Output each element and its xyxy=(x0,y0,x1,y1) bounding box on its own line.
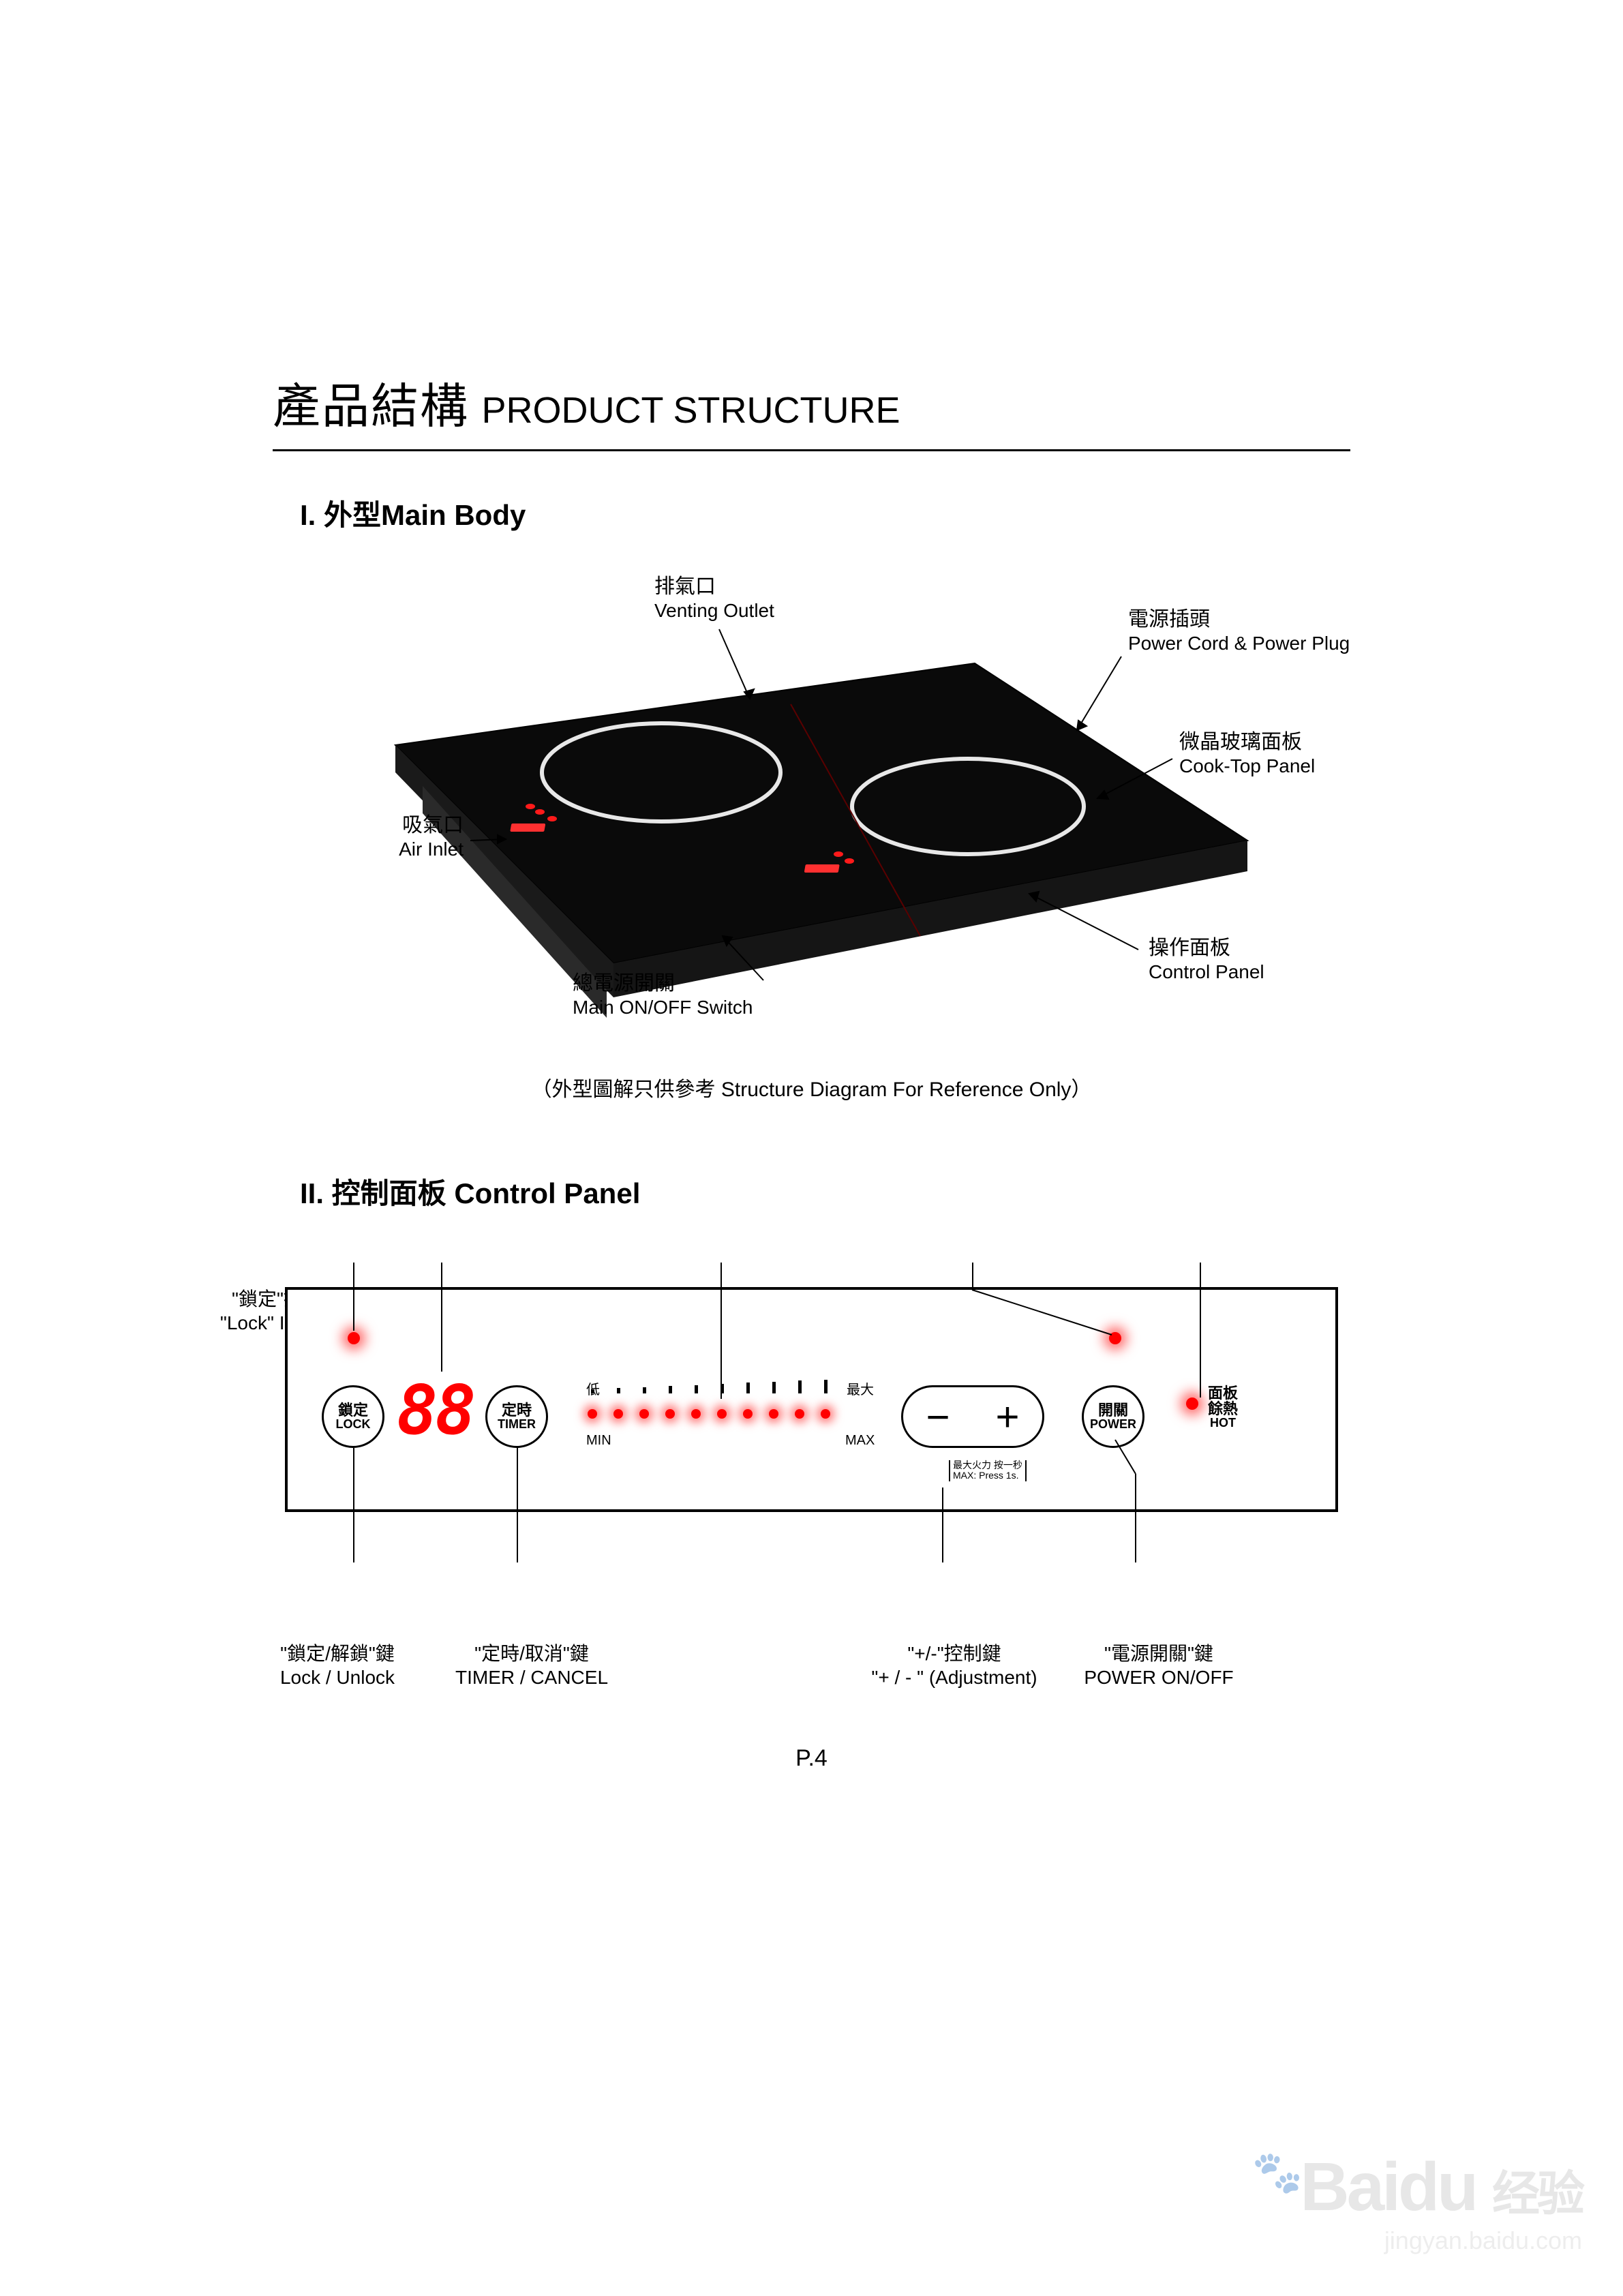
leader xyxy=(721,1263,722,1399)
scale-max-cn: 最大 xyxy=(847,1378,874,1398)
callout-power-key: "電源開關"鍵POWER ON/OFF xyxy=(1050,1642,1268,1689)
hot-label: 面板餘熱 HOT xyxy=(1208,1385,1238,1430)
callout-timer-key: "定時/取消"鍵TIMER / CANCEL xyxy=(429,1642,634,1689)
callout-main-switch: 總電源開關 Main ON/OFF Switch xyxy=(573,971,753,1019)
section1-heading: I. 外型Main Body xyxy=(300,492,1350,534)
scale-tick xyxy=(824,1380,828,1393)
title-cn: 產品結構 xyxy=(273,380,469,433)
watermark: 🐾Baidu 经验 jingyan.baidu.com xyxy=(1252,2148,1582,2255)
scale-dot xyxy=(639,1409,649,1419)
scale-dot xyxy=(665,1409,675,1419)
callout-cooktop-panel: 微晶玻璃面板 Cook-Top Panel xyxy=(1179,730,1315,778)
plus-minus-control[interactable]: − + xyxy=(901,1385,1044,1448)
timer-button[interactable]: 定時TIMER xyxy=(485,1385,548,1448)
leader xyxy=(972,1290,1122,1344)
callout-venting: 排氣口 Venting Outlet xyxy=(654,575,774,622)
scale-dot xyxy=(795,1409,804,1419)
title-en: PRODUCT STRUCTURE xyxy=(481,390,900,431)
control-panel-box: 鎖定LOCK 88 定時TIMER 低 最大 MIN MAX − + 最大火力 … xyxy=(285,1287,1338,1512)
callout-pm-key: "+/-"控制鍵"+ / - " (Adjustment) xyxy=(845,1642,1063,1689)
leader xyxy=(353,1263,354,1331)
leader xyxy=(1061,1440,1142,1569)
lock-indicator-led xyxy=(348,1332,360,1344)
reference-note: （外型圖解只供參考 Structure Diagram For Referenc… xyxy=(273,1072,1350,1102)
plus-button[interactable]: + xyxy=(995,1393,1019,1440)
scale-dot xyxy=(691,1409,701,1419)
figure-main-body: 排氣口 Venting Outlet 電源插頭 Power Cord & Pow… xyxy=(273,554,1350,1045)
page-number: P.4 xyxy=(0,1745,1623,1772)
minus-button[interactable]: − xyxy=(926,1393,950,1440)
scale-dot xyxy=(821,1409,830,1419)
callout-control-panel: 操作面板 Control Panel xyxy=(1149,936,1264,984)
leader xyxy=(517,1448,518,1562)
timer-display: 88 xyxy=(397,1370,473,1450)
max-press-note: 最大火力 按一秒MAX: Press 1s. xyxy=(949,1460,1027,1481)
section2-heading: II. 控制面板 Control Panel xyxy=(300,1170,1350,1212)
scale-max-en: MAX xyxy=(845,1433,875,1449)
callout-power-plug: 電源插頭 Power Cord & Power Plug xyxy=(1128,607,1350,655)
scale-min-en: MIN xyxy=(586,1433,611,1449)
leader xyxy=(441,1263,442,1372)
scale-tick xyxy=(669,1386,672,1393)
callout-air-inlet: 吸氣口 Air Inlet xyxy=(341,813,464,861)
callout-lock-key: "鎖定/解鎖"鍵Lock / Unlock xyxy=(239,1642,436,1689)
scale-tick xyxy=(772,1382,776,1393)
power-button[interactable]: 開關POWER xyxy=(1082,1385,1144,1448)
leader xyxy=(353,1448,354,1562)
scale-dot xyxy=(717,1409,727,1419)
paw-icon: 🐾 xyxy=(1252,2149,1301,2195)
scale-tick xyxy=(591,1389,594,1393)
leader xyxy=(1200,1263,1201,1398)
scale-tick xyxy=(643,1387,646,1393)
scale-min-cn: 低 xyxy=(586,1378,600,1398)
leader xyxy=(972,1263,973,1290)
figure-control-panel: "鎖定"指示燈"Lock" Indicator 定時顯示Timer 火力段數Po… xyxy=(273,1287,1350,1512)
scale-dot xyxy=(613,1409,623,1419)
scale-dot xyxy=(769,1409,778,1419)
scale-dot xyxy=(743,1409,753,1419)
scale-dot xyxy=(588,1409,597,1419)
page-title-row: 產品結構 PRODUCT STRUCTURE xyxy=(273,368,1350,451)
scale-tick xyxy=(746,1383,750,1393)
scale-tick xyxy=(617,1388,620,1393)
leader xyxy=(942,1487,943,1562)
scale-tick xyxy=(798,1380,802,1393)
page: 產品結構 PRODUCT STRUCTURE I. 外型Main Body xyxy=(0,0,1623,2296)
hot-indicator-led xyxy=(1186,1398,1198,1410)
lock-button[interactable]: 鎖定LOCK xyxy=(322,1385,384,1448)
scale-tick xyxy=(695,1385,698,1393)
